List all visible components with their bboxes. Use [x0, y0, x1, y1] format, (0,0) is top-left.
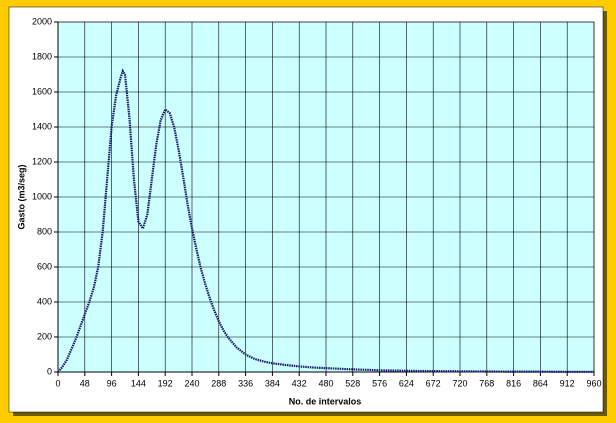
x-tick-label: 768: [479, 378, 494, 388]
y-tick-label: 1400: [32, 121, 52, 131]
x-tick-label: 576: [372, 378, 387, 388]
y-tick-label: 0: [47, 366, 52, 376]
x-tick-label: 144: [131, 378, 146, 388]
x-tick-label: 96: [107, 378, 117, 388]
y-tick-label: 1200: [32, 156, 52, 166]
y-tick-label: 200: [37, 331, 52, 341]
x-tick-label: 816: [506, 378, 521, 388]
x-tick-label: 864: [533, 378, 548, 388]
x-tick-label: 192: [158, 378, 173, 388]
x-tick-label: 384: [265, 378, 280, 388]
y-tick-label: 2000: [32, 16, 52, 26]
x-tick-label: 720: [452, 378, 467, 388]
x-tick-label: 240: [184, 378, 199, 388]
x-tick-label: 480: [318, 378, 333, 388]
x-tick-label: 624: [399, 378, 414, 388]
y-tick-label: 1000: [32, 191, 52, 201]
x-tick-label: 0: [55, 378, 60, 388]
y-tick-label: 600: [37, 261, 52, 271]
x-tick-label: 48: [80, 378, 90, 388]
y-tick-label: 1800: [32, 51, 52, 61]
y-tick-label: 800: [37, 226, 52, 236]
x-tick-label: 336: [238, 378, 253, 388]
x-axis-title: No. de intervalos: [289, 396, 362, 406]
y-axis-title: Gasto (m3/seg): [16, 164, 26, 229]
x-tick-label: 288: [211, 378, 226, 388]
y-tick-label: 1600: [32, 86, 52, 96]
x-tick-label: 432: [292, 378, 307, 388]
data-line: [57, 68, 594, 373]
x-tick-label: 960: [586, 378, 601, 388]
x-tick-label: 912: [560, 378, 575, 388]
y-tick-label: 400: [37, 296, 52, 306]
x-tick-label: 528: [345, 378, 360, 388]
x-tick-label: 672: [426, 378, 441, 388]
